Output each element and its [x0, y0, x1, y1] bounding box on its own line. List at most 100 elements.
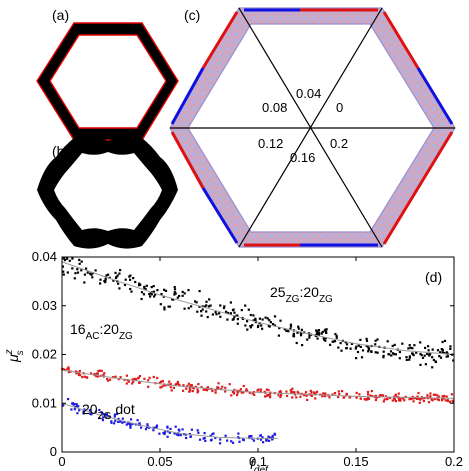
point [167, 305, 170, 308]
point [393, 343, 396, 346]
point [205, 310, 208, 313]
point [386, 397, 389, 400]
point [367, 393, 370, 396]
point [154, 426, 157, 429]
point [66, 257, 69, 260]
point [129, 278, 132, 281]
point [159, 386, 162, 389]
point [365, 337, 368, 340]
point [72, 403, 75, 406]
point [236, 393, 239, 397]
point [224, 434, 227, 437]
point [359, 345, 362, 348]
point [233, 311, 236, 314]
point [418, 397, 421, 400]
point [443, 339, 447, 342]
point [359, 397, 362, 400]
point [382, 400, 385, 403]
point [317, 334, 320, 337]
point [322, 392, 325, 395]
point [194, 300, 197, 303]
point [316, 390, 319, 393]
point [146, 423, 149, 426]
point [264, 395, 267, 398]
point [214, 391, 217, 394]
point [250, 435, 253, 438]
point [226, 318, 229, 321]
point [116, 412, 119, 416]
point [285, 329, 288, 332]
point [108, 276, 111, 279]
point [140, 426, 143, 429]
point [355, 357, 358, 360]
point [329, 343, 332, 346]
point [323, 338, 326, 341]
point [313, 391, 316, 394]
point [118, 287, 121, 290]
point [436, 394, 439, 397]
point [242, 439, 245, 442]
point [437, 399, 440, 402]
point [355, 391, 358, 394]
point [212, 432, 215, 435]
y-axis-title: μzs [4, 349, 26, 363]
point [361, 349, 365, 352]
point [423, 354, 426, 357]
point [128, 275, 131, 278]
point [97, 375, 100, 378]
point [109, 378, 112, 381]
point [125, 382, 128, 385]
y-tick-label-3: 0.03 [32, 298, 57, 313]
point [341, 390, 344, 393]
point [202, 388, 205, 391]
point [104, 277, 107, 280]
point [360, 356, 364, 359]
point [309, 389, 312, 392]
point [252, 439, 255, 442]
point [209, 434, 212, 437]
x-tick-label-3: 0.15 [343, 454, 368, 469]
point [432, 358, 435, 362]
point [62, 368, 65, 371]
x-tick-label-0: 0 [58, 454, 65, 469]
point [201, 305, 204, 308]
point [416, 395, 419, 398]
point [379, 394, 382, 397]
point [431, 366, 434, 369]
point [375, 396, 378, 399]
point [195, 301, 198, 304]
point [359, 338, 362, 341]
point [203, 432, 206, 435]
point [174, 292, 177, 295]
point [70, 408, 73, 411]
point [110, 420, 113, 423]
x-axis-title: fdef [250, 456, 269, 471]
point [100, 411, 103, 414]
point [91, 276, 94, 279]
panel-d: 0 0.05 0.1 0.15 0.2 0 0.01 0.02 0.03 0.04 (d) 25Z… [4, 249, 463, 471]
point [139, 283, 142, 286]
point [182, 384, 185, 387]
point [168, 431, 171, 434]
point [279, 390, 282, 393]
point [196, 310, 199, 313]
point [152, 290, 156, 293]
point [150, 293, 153, 296]
point [397, 392, 400, 395]
point [369, 394, 372, 397]
point [215, 313, 218, 316]
panel-c-label: (c) [184, 7, 200, 23]
point [273, 315, 277, 318]
point [230, 394, 233, 397]
point [188, 432, 191, 436]
point [147, 385, 150, 388]
point [99, 282, 102, 285]
point [113, 415, 116, 418]
point [230, 440, 233, 443]
point [265, 394, 268, 397]
point [374, 343, 377, 346]
series-label-0: 25ZG:20ZG [270, 284, 333, 305]
point [114, 271, 117, 274]
point [267, 435, 270, 438]
point [244, 324, 247, 327]
